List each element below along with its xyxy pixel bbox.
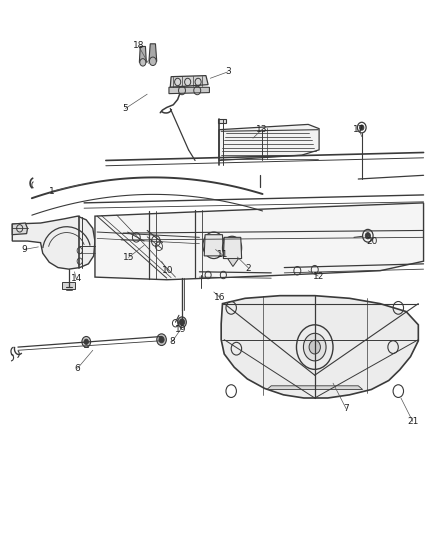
Text: 12: 12 bbox=[313, 271, 324, 280]
Text: 20: 20 bbox=[367, 237, 378, 246]
Polygon shape bbox=[12, 223, 28, 235]
Text: 8: 8 bbox=[169, 337, 175, 346]
Text: 7: 7 bbox=[343, 404, 349, 413]
Polygon shape bbox=[267, 386, 363, 390]
Circle shape bbox=[226, 240, 238, 255]
Polygon shape bbox=[223, 237, 242, 259]
Circle shape bbox=[304, 333, 326, 361]
Text: 10: 10 bbox=[162, 266, 173, 275]
Text: 13: 13 bbox=[256, 125, 268, 134]
Polygon shape bbox=[228, 259, 239, 266]
Text: 14: 14 bbox=[71, 274, 82, 283]
Circle shape bbox=[180, 319, 185, 325]
Polygon shape bbox=[221, 296, 418, 398]
Polygon shape bbox=[12, 216, 95, 269]
Circle shape bbox=[149, 57, 156, 66]
Polygon shape bbox=[204, 235, 223, 256]
Polygon shape bbox=[149, 44, 157, 61]
Text: 21: 21 bbox=[407, 417, 418, 426]
Text: 1: 1 bbox=[49, 187, 55, 196]
Circle shape bbox=[178, 317, 186, 327]
Polygon shape bbox=[219, 124, 319, 160]
Text: 3: 3 bbox=[225, 67, 230, 76]
Circle shape bbox=[157, 334, 166, 345]
Text: 18: 18 bbox=[133, 42, 144, 51]
Polygon shape bbox=[169, 87, 209, 94]
Circle shape bbox=[309, 340, 321, 354]
Circle shape bbox=[360, 125, 364, 130]
Circle shape bbox=[159, 336, 164, 343]
Text: 19: 19 bbox=[175, 325, 187, 334]
Text: 2: 2 bbox=[246, 264, 251, 272]
Circle shape bbox=[140, 59, 146, 66]
Text: 11: 11 bbox=[217, 251, 228, 260]
Polygon shape bbox=[95, 203, 424, 280]
Polygon shape bbox=[139, 46, 146, 62]
Circle shape bbox=[365, 232, 371, 239]
Polygon shape bbox=[218, 119, 226, 123]
Circle shape bbox=[207, 237, 221, 254]
Text: 15: 15 bbox=[123, 253, 134, 262]
Text: 6: 6 bbox=[74, 364, 81, 373]
Polygon shape bbox=[170, 76, 208, 87]
Text: 16: 16 bbox=[214, 293, 226, 302]
Circle shape bbox=[82, 336, 91, 347]
Text: 17: 17 bbox=[353, 125, 365, 134]
Circle shape bbox=[84, 339, 88, 344]
Text: 5: 5 bbox=[123, 104, 128, 113]
Polygon shape bbox=[62, 282, 74, 289]
Text: 9: 9 bbox=[21, 245, 27, 254]
